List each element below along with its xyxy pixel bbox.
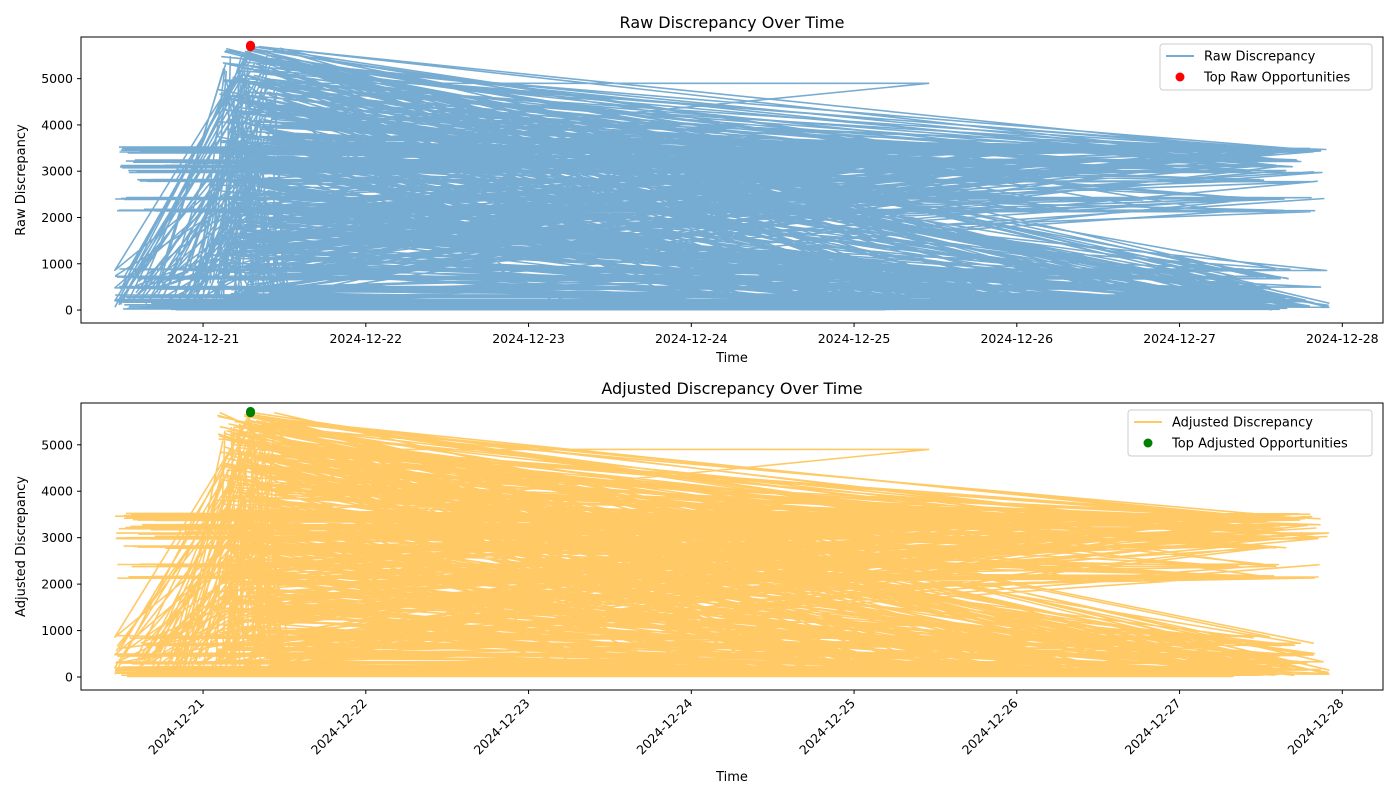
adjusted-legend: Adjusted Discrepancy Top Adjusted Opport… (1127, 409, 1373, 457)
raw-top-opportunity-point (246, 42, 255, 52)
x-tick-label: 2024-12-22 (329, 331, 402, 346)
y-tick-label: 0 (65, 669, 73, 684)
adjusted-y-axis-label: Adjusted Discrepancy (14, 476, 29, 617)
raw-legend-box (1159, 43, 1373, 91)
y-tick-label: 5000 (41, 437, 73, 452)
raw-y-axis-label: Raw Discrepancy (14, 124, 29, 236)
adjusted-top-opportunity-point (246, 408, 255, 418)
y-tick-label: 1000 (41, 623, 73, 638)
adjusted-discrepancy-marks (114, 406, 1330, 678)
raw-chart-title: Raw Discrepancy Over Time (620, 13, 845, 32)
x-tick-label: 2024-12-21 (167, 331, 240, 346)
raw-legend: Raw Discrepancy Top Raw Opportunities (1159, 43, 1373, 91)
adjusted-x-axis-label: Time (715, 770, 748, 785)
raw-discrepancy-marks (114, 40, 1330, 311)
raw-legend-marker-swatch (1175, 72, 1185, 82)
y-tick-label: 4000 (41, 117, 73, 132)
adjusted-legend-marker-swatch (1143, 438, 1153, 448)
raw-legend-entry-marker: Top Raw Opportunities (1203, 71, 1350, 86)
raw-discrepancy-chart: 0 1000 2000 3000 4000 5000 2024-12-21 2024-12-2… (14, 13, 1384, 366)
x-tick-label: 2024-12-27 (1143, 331, 1216, 346)
y-tick-label: 3000 (41, 530, 73, 545)
y-tick-label: 2000 (41, 577, 73, 592)
adjusted-plot-frame (80, 402, 1384, 691)
x-tick-label: 2024-12-28 (1306, 331, 1379, 346)
adjusted-legend-entry-marker: Top Adjusted Opportunities (1171, 437, 1348, 452)
y-tick-label: 5000 (41, 71, 73, 86)
x-tick-label: 2024-12-25 (818, 331, 891, 346)
raw-x-axis-label: Time (715, 351, 748, 366)
y-tick-label: 3000 (41, 164, 73, 179)
adjusted-legend-entry-line: Adjusted Discrepancy (1172, 416, 1313, 431)
raw-discrepancy-line (114, 45, 1330, 311)
y-tick-label: 4000 (41, 484, 73, 499)
raw-axis-ticks: 0 1000 2000 3000 4000 5000 2024-12-21 2024-12-2… (41, 71, 1378, 346)
y-tick-label: 2000 (41, 210, 73, 225)
raw-plot-frame (80, 36, 1384, 324)
adjusted-discrepancy-line (114, 411, 1330, 678)
y-tick-label: 0 (65, 303, 73, 318)
adjusted-chart-title: Adjusted Discrepancy Over Time (601, 379, 862, 398)
x-tick-label: 2024-12-24 (655, 331, 728, 346)
adjusted-legend-box (1127, 409, 1373, 457)
x-tick-label: 2024-12-23 (492, 331, 565, 346)
y-tick-label: 1000 (41, 256, 73, 271)
raw-legend-entry-line: Raw Discrepancy (1204, 50, 1316, 65)
x-tick-label: 2024-12-26 (980, 331, 1053, 346)
